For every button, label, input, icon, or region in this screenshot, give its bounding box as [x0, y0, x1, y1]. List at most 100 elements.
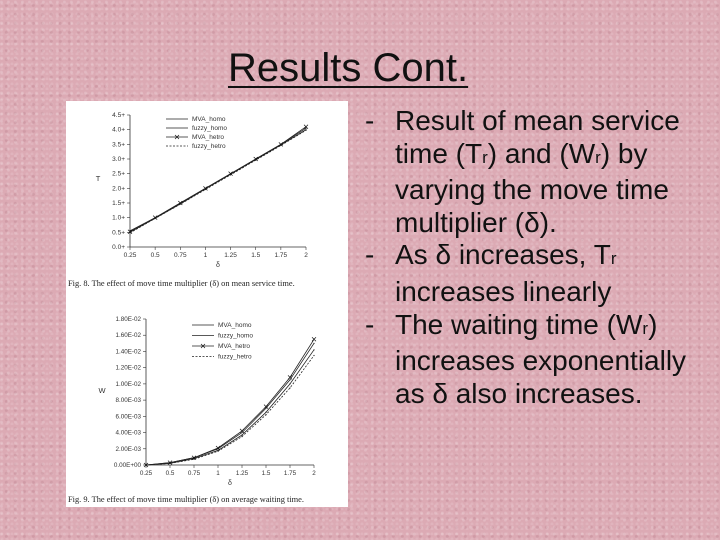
legend-label: MVA_hetro — [192, 134, 224, 141]
legend-marker-x — [200, 343, 206, 349]
y-axis-label: W — [98, 386, 106, 395]
data-point-x — [253, 156, 258, 162]
data-point — [265, 414, 267, 416]
data-point-x — [303, 124, 309, 129]
data-point-x — [152, 215, 158, 220]
x-tick-label: 1.5 — [251, 252, 260, 259]
data-point — [154, 217, 156, 220]
data-point — [229, 174, 232, 176]
y-tick-label: 1.5+ — [112, 200, 125, 207]
data-point — [305, 127, 307, 129]
subscript-r: r — [595, 147, 601, 167]
data-point — [241, 436, 243, 438]
service-time-chart-svg: 0.0+ 0.5+ 1.0+ 1.5+ 2.0+ 2.5+ 3.0+ 3.5+ 4.0+ 4.5+… — [96, 112, 309, 269]
series-line-fuzzy-homo — [145, 349, 315, 466]
data-point — [129, 232, 131, 234]
legend-marker-x — [174, 134, 180, 140]
data-point — [289, 379, 291, 381]
bullet-text-part: As δ increases, T — [395, 239, 611, 271]
data-point — [313, 349, 315, 351]
data-point-x — [228, 171, 233, 176]
service-time-chart: 0.0+ 0.5+ 1.0+ 1.5+ 2.0+ 2.5+ 3.0+ 3.5+ 4.0+ 4.5+… — [66, 101, 348, 297]
x-tick-label: 0.5 — [166, 470, 175, 477]
x-tick-label: 2 — [312, 470, 316, 477]
subscript-r: r — [482, 147, 488, 167]
y-tick-label: 3.5+ — [112, 141, 125, 148]
y-tick-label: 4.0+ — [112, 127, 125, 134]
data-point-x — [311, 337, 317, 342]
data-point-x — [287, 375, 293, 380]
y-tick-label: 1.00E-02 — [115, 381, 141, 388]
legend-label: MVA_homo — [218, 322, 252, 329]
data-point — [289, 383, 291, 385]
y-tick-label: 0.5+ — [112, 229, 125, 236]
bullet-text-part: ) by varying the move time multiplier (δ… — [395, 137, 669, 238]
bullet-text-part: increases linearly — [395, 275, 612, 307]
y-tick-label: 1.20E-02 — [115, 365, 141, 372]
x-axis-label: δ — [228, 480, 232, 487]
series-line-mva-hetro — [129, 126, 307, 233]
x-tick-label: 1.25 — [236, 470, 249, 477]
y-tick-label: 2.5+ — [112, 171, 125, 178]
x-axis-label: δ — [216, 262, 220, 269]
bullet-item-3: - The waiting time (Wr) increases expone… — [362, 309, 712, 411]
bullet-dash: - — [365, 239, 375, 271]
y-tick-label: 8.00E-03 — [115, 397, 141, 404]
data-point — [145, 464, 147, 466]
y-tick-label: 4.5+ — [112, 112, 125, 119]
x-tick-label: 0.25 — [124, 252, 137, 259]
series-line-mva-homo — [145, 343, 315, 466]
series-line-fuzzy-hetro — [129, 129, 307, 234]
series-line-fuzzy-hetro — [145, 355, 315, 466]
x-tick-label: 1.25 — [224, 252, 237, 259]
x-tick-label: 0.5 — [151, 252, 160, 259]
data-point — [193, 458, 195, 460]
legend-label: MVA_homo — [192, 116, 226, 123]
x-tick-label: 1.75 — [275, 252, 288, 259]
bullet-item-2: - As δ increases, Tr increases linearly — [362, 239, 712, 308]
data-point-x — [239, 428, 245, 434]
data-point — [280, 144, 282, 147]
data-point-x — [215, 445, 221, 451]
series-line-mva-hetro — [145, 339, 315, 466]
waiting-time-chart-svg: 0.00E+00 2.00E-03 4.00E-03 6.00E-03 8.00E-03… — [98, 316, 317, 487]
y-tick-label: 2.00E-03 — [115, 446, 141, 453]
x-tick-label: 0.75 — [188, 470, 201, 477]
bullet-item-1: - Result of mean service time (Tr) and (… — [362, 105, 712, 239]
x-tick-label: 1.75 — [284, 470, 297, 477]
bullet-text-part: The waiting time (W — [395, 308, 643, 340]
bullet-text-part: ) increases exponentially as δ also incr… — [395, 308, 687, 409]
y-tick-label: 4.00E-03 — [115, 430, 141, 437]
legend-label: fuzzy_hetro — [192, 143, 226, 150]
data-point-x — [263, 404, 269, 409]
x-tick-label: 2 — [304, 252, 308, 259]
y-tick-label: 0.00E+00 — [114, 462, 142, 469]
x-tick-label: 1.5 — [262, 470, 271, 477]
bullet-text: As δ increases, Tr increases linearly — [395, 239, 616, 307]
waiting-time-chart: 0.00E+00 2.00E-03 4.00E-03 6.00E-03 8.00E-03… — [66, 305, 348, 507]
bullet-text: Result of mean service time (Tr) and (Wr… — [395, 105, 680, 238]
figure-panel: 0.0+ 0.5+ 1.0+ 1.5+ 2.0+ 2.5+ 3.0+ 3.5+ 4.0+ 4.5+… — [66, 101, 348, 507]
x-tick-label: 1 — [204, 252, 208, 259]
bullet-text-part: ) and (W — [487, 137, 596, 169]
data-point — [265, 411, 267, 413]
x-tick-label: 1 — [216, 470, 220, 477]
data-point-x — [178, 200, 183, 206]
y-tick-label: 0.0+ — [112, 244, 125, 251]
data-point-x — [127, 229, 133, 234]
data-point-x — [167, 460, 173, 465]
subscript-r: r — [610, 249, 617, 269]
y-tick-label: 3.0+ — [112, 156, 125, 163]
bullet-dash: - — [365, 105, 375, 136]
data-point-x — [203, 186, 208, 191]
data-point — [255, 159, 257, 161]
figure-8-caption: Fig. 8. The effect of move time multipli… — [68, 279, 295, 288]
legend-label: fuzzy_hetro — [218, 354, 252, 361]
legend-label: fuzzy_homo — [192, 125, 227, 132]
bullet-dash: - — [365, 308, 375, 340]
data-point — [179, 203, 181, 205]
data-point — [313, 342, 315, 344]
y-tick-label: 2.0+ — [112, 185, 125, 192]
data-point — [204, 188, 207, 191]
bullet-text: The waiting time (Wr) increases exponent… — [395, 309, 686, 409]
